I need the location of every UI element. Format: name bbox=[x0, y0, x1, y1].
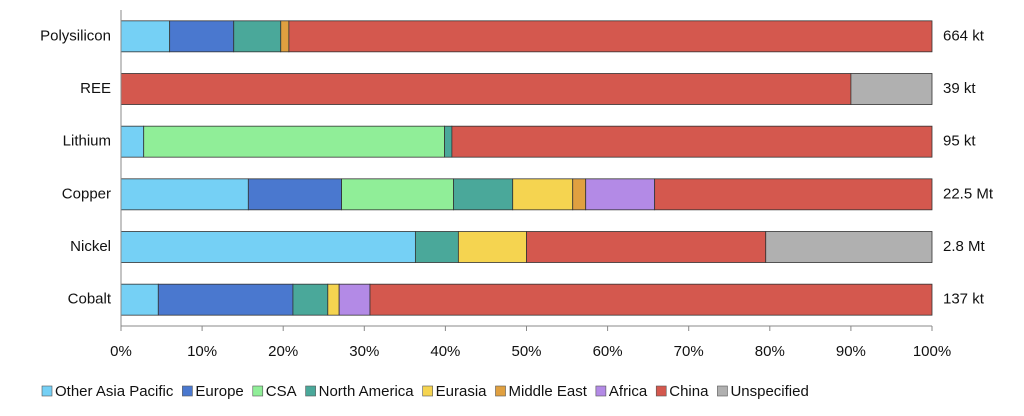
bar-segment bbox=[585, 178, 656, 211]
total-label: 664 kt bbox=[943, 27, 985, 44]
legend-swatch bbox=[422, 385, 433, 397]
bar-segment bbox=[233, 20, 282, 53]
category-label: Cobalt bbox=[68, 291, 112, 308]
x-tick-label: 90% bbox=[836, 343, 866, 360]
bar-segment bbox=[451, 125, 933, 158]
bar-segment bbox=[120, 178, 249, 211]
legend-label: Europe bbox=[195, 383, 243, 400]
bar-segment bbox=[341, 178, 454, 211]
total-label: 39 kt bbox=[943, 80, 976, 97]
bar-segment bbox=[457, 231, 527, 263]
bar-segment bbox=[654, 178, 933, 211]
legend-label: China bbox=[669, 383, 709, 400]
legend-swatch bbox=[305, 385, 316, 397]
x-tick-label: 100% bbox=[913, 343, 951, 360]
legend-label: Middle East bbox=[509, 383, 588, 400]
category-label: Copper bbox=[62, 185, 111, 202]
bar-segment bbox=[247, 178, 342, 211]
bar-segment bbox=[453, 178, 514, 211]
legend-label: North America bbox=[319, 383, 415, 400]
x-tick-label: 40% bbox=[430, 343, 460, 360]
bar-segment bbox=[120, 231, 416, 263]
total-label: 95 kt bbox=[943, 133, 976, 150]
legend-swatch bbox=[495, 385, 506, 397]
bar-segment bbox=[414, 231, 459, 263]
bar-segment bbox=[850, 73, 933, 105]
bar-segment bbox=[157, 283, 294, 316]
legend-swatch bbox=[182, 385, 193, 397]
bar-segment bbox=[169, 20, 235, 53]
bar-segment bbox=[120, 20, 171, 53]
bar-segment bbox=[280, 20, 290, 53]
x-tick-label: 10% bbox=[187, 343, 217, 360]
bar-segment bbox=[120, 73, 852, 105]
category-label: Polysilicon bbox=[40, 27, 111, 44]
legend-label: Africa bbox=[609, 383, 648, 400]
x-tick-label: 80% bbox=[755, 343, 785, 360]
total-label: 137 kt bbox=[943, 291, 985, 308]
total-label: 2.8 Mt bbox=[943, 238, 986, 255]
legend-label: Other Asia Pacific bbox=[55, 383, 174, 400]
bar-segment bbox=[338, 283, 371, 316]
legend-label: Eurasia bbox=[436, 383, 488, 400]
x-tick-label: 20% bbox=[268, 343, 298, 360]
legend-swatch bbox=[655, 385, 667, 397]
category-label: REE bbox=[80, 80, 111, 97]
bar-segment bbox=[288, 20, 933, 53]
bar-segment bbox=[120, 125, 145, 158]
bar-segment bbox=[512, 178, 574, 211]
category-label: Lithium bbox=[63, 133, 111, 150]
bar-segment bbox=[444, 125, 453, 158]
bar-segment bbox=[143, 125, 445, 158]
bar-segment bbox=[765, 231, 933, 263]
x-tick-label: 0% bbox=[110, 343, 132, 360]
bar-segment bbox=[292, 283, 329, 316]
total-label: 22.5 Mt bbox=[943, 185, 994, 202]
legend-swatch bbox=[595, 385, 607, 397]
legend-label: Unspecified bbox=[730, 383, 808, 400]
bar-segment bbox=[369, 283, 933, 316]
legend-swatch bbox=[41, 385, 53, 397]
x-tick-label: 60% bbox=[593, 343, 623, 360]
x-tick-label: 70% bbox=[674, 343, 704, 360]
legend-swatch bbox=[252, 385, 264, 397]
x-tick-label: 50% bbox=[511, 343, 541, 360]
bar-segment bbox=[327, 283, 340, 316]
bar-segment bbox=[526, 231, 767, 263]
legend-swatch bbox=[717, 385, 728, 397]
bar-segment bbox=[572, 178, 587, 211]
x-tick-label: 30% bbox=[349, 343, 379, 360]
bar-segment bbox=[120, 283, 159, 316]
category-label: Nickel bbox=[70, 238, 111, 255]
legend-label: CSA bbox=[266, 383, 297, 400]
